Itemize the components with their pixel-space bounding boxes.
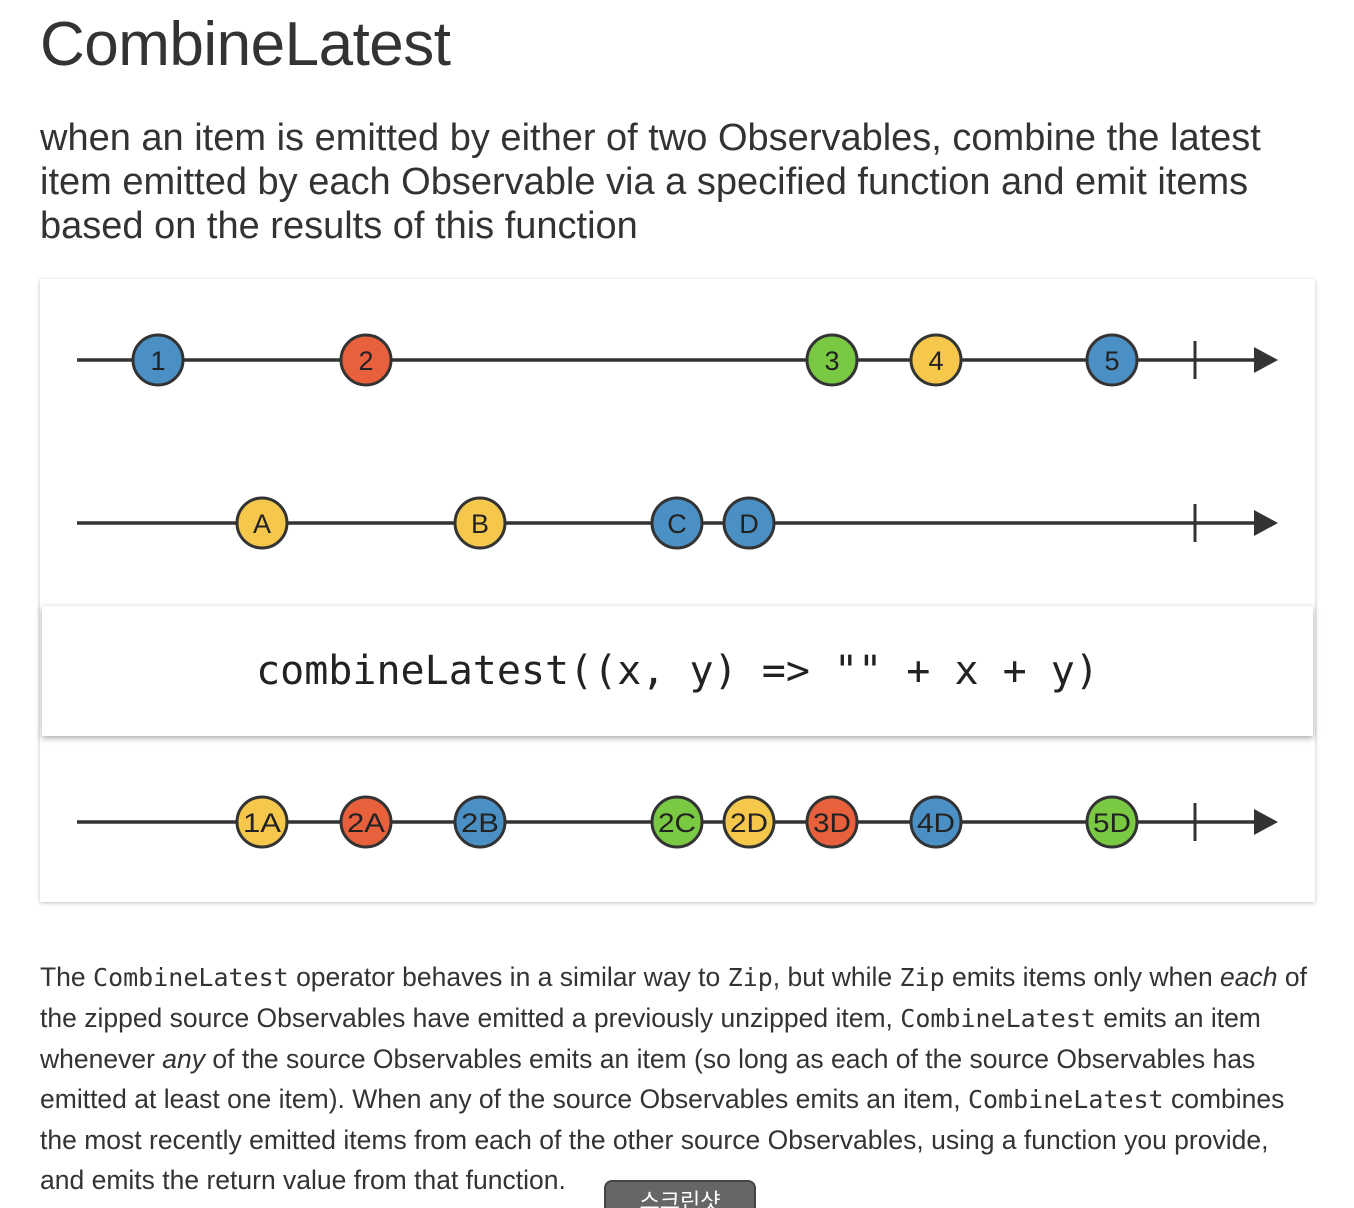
marble-label: C	[667, 509, 687, 539]
marble-label: 4D	[917, 808, 955, 838]
marble-circle	[909, 795, 963, 849]
screenshot-tab-button[interactable]: 스크린샷	[604, 1180, 756, 1208]
marble: 5	[1085, 333, 1139, 387]
marble-label: 2C	[658, 808, 696, 838]
stream-result: 1A 2A 2B 2C 2D 3D 4D 5D	[77, 795, 1278, 849]
marble: 3D	[805, 795, 859, 849]
emphasis-each: each	[1220, 962, 1278, 992]
code-zip: Zip	[727, 963, 773, 992]
marble: 5D	[1085, 795, 1139, 849]
marble: 4D	[909, 795, 963, 849]
marble-circle	[131, 333, 185, 387]
description-text: emits an item whenever	[40, 1003, 1261, 1074]
marble-circle	[722, 496, 776, 550]
marble-label: 2D	[730, 808, 768, 838]
code-zip: Zip	[899, 963, 945, 992]
marble-circle	[235, 496, 289, 550]
marble-circle	[453, 496, 507, 550]
marble-label: 1A	[243, 808, 281, 838]
stream-source-1: 1 2 3 4 5	[77, 333, 1278, 387]
marble: 4	[909, 333, 963, 387]
marble-circle	[722, 795, 776, 849]
marble-label: 1	[150, 346, 165, 376]
marble-circle	[453, 795, 507, 849]
marble: B	[453, 496, 507, 550]
description-text: The	[40, 962, 94, 992]
marble-circle	[805, 795, 859, 849]
marble-diagram-svg: 1 2 3 4 5 A B C D 1A 2A 2B 2C 2D 3D 4D 5D	[77, 333, 1278, 849]
marble-label: B	[471, 509, 489, 539]
description: The CombineLatest operator behaves in a …	[40, 957, 1320, 1200]
marble-label: A	[253, 509, 271, 539]
description-text: combines the most recently emitted items…	[40, 1084, 1285, 1195]
marble-label: 4	[928, 346, 943, 376]
description-text: , but while	[772, 962, 900, 992]
marble: 2D	[722, 795, 776, 849]
marble-circle	[909, 333, 963, 387]
code-combinelatest: CombineLatest	[967, 1085, 1164, 1114]
marble-label: D	[739, 509, 759, 539]
marble: 2C	[650, 795, 704, 849]
marble: 2A	[339, 795, 393, 849]
marble-circle	[650, 496, 704, 550]
page-title: CombineLatest	[40, 10, 451, 79]
marble-label: 3D	[813, 808, 851, 838]
marble-circle	[339, 795, 393, 849]
page-subtitle: when an item is emitted by either of two…	[40, 117, 1261, 247]
description-text: of the zipped source Observables have em…	[40, 962, 1307, 1033]
marble-label: 5	[1104, 346, 1119, 376]
marble-circle	[805, 333, 859, 387]
marble-label: 3	[824, 346, 839, 376]
code-combinelatest: CombineLatest	[93, 963, 289, 992]
description-text: of the source Observables emits an item …	[40, 1044, 1256, 1114]
marble-label: 2A	[347, 808, 385, 838]
marble: D	[722, 496, 776, 550]
stream-source-2: A B C D	[77, 496, 1278, 550]
marble-diagram: 1 2 3 4 5 A B C D 1A 2A 2B 2C 2D 3D 4D 5D combineLatest(…	[40, 279, 1315, 902]
marble-circle	[650, 795, 704, 849]
code-combinelatest: CombineLatest	[900, 1004, 1096, 1033]
marble-circle	[1085, 795, 1139, 849]
description-text: operator behaves in a similar way to	[288, 962, 728, 992]
marble-label: 5D	[1093, 808, 1131, 838]
marble-label: 2B	[461, 808, 499, 838]
marble-circle	[1085, 333, 1139, 387]
timeline-arrow-icon	[1254, 347, 1278, 373]
timeline-arrow-icon	[1254, 510, 1278, 536]
marble: 2B	[453, 795, 507, 849]
marble: 2	[339, 333, 393, 387]
marble-circle	[339, 333, 393, 387]
marble: C	[650, 496, 704, 550]
marble: 3	[805, 333, 859, 387]
marble: A	[235, 496, 289, 550]
marble-label: 2	[358, 346, 373, 376]
description-text: emits items only when	[944, 962, 1221, 992]
operator-label: combineLatest((x, y) => "" + x + y)	[256, 648, 1099, 694]
emphasis-any: any	[162, 1044, 205, 1074]
timeline-arrow-icon	[1254, 809, 1278, 835]
marble-circle	[235, 795, 289, 849]
marble: 1	[131, 333, 185, 387]
marble: 1A	[235, 795, 289, 849]
operator-box: combineLatest((x, y) => "" + x + y)	[42, 606, 1313, 736]
